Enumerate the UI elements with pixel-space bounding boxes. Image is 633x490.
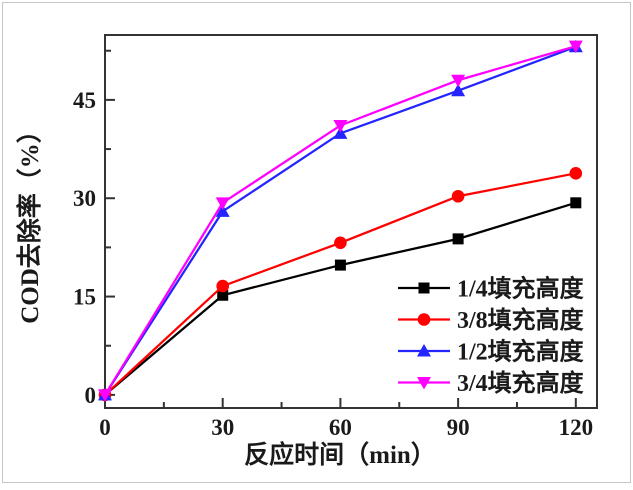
series-3 [98,40,583,402]
x-tick-label: 30 [211,415,234,440]
y-tick-label: 45 [73,88,96,113]
triangle-down-marker [417,377,431,390]
legend-label: 3/8填充高度 [457,306,585,334]
square-marker [334,259,346,271]
square-marker [418,282,430,294]
x-tick-label: 0 [99,415,111,440]
circle-marker [569,167,583,180]
triangle-down-marker [215,197,230,210]
legend-item: 3/8填充高度 [398,306,585,334]
triangle-down-marker [451,74,466,88]
legend-label: 1/2填充高度 [457,338,585,366]
square-marker [217,289,229,301]
y-axis: 0 15 30 45 [73,49,115,408]
legend: 1/4填充高度 3/8填充高度 1/2填充高度 3/4填充高度 [398,275,585,397]
legend-label: 1/4填充高度 [457,275,585,303]
triangle-up-marker [417,344,431,357]
plot-frame [104,34,598,409]
square-marker [452,233,464,245]
x-tick-label: 90 [447,415,470,440]
x-axis: 0 30 60 90 120 [99,398,593,440]
circle-marker [451,189,465,203]
triangle-up-marker [451,83,466,97]
triangle-down-marker [333,119,348,133]
circle-marker [334,236,347,250]
circle-marker [216,279,230,293]
x-tick-label: 60 [329,415,352,440]
x-axis-title: 反应时间（min） [244,440,436,469]
triangle-down-marker [568,40,583,54]
y-tick-label: 30 [73,186,96,211]
circle-marker [417,313,431,326]
legend-label: 3/4填充高度 [457,369,585,397]
legend-item: 1/2填充高度 [398,338,585,366]
triangle-up-marker [333,126,348,139]
y-axis-title: COD去除率（%） [15,118,44,324]
legend-item: 1/4填充高度 [398,275,585,303]
legend-item: 3/4填充高度 [398,369,585,397]
triangle-up-marker [215,204,230,217]
triangle-down-marker [98,389,112,402]
square-marker [570,197,582,209]
y-tick-label: 0 [85,383,97,408]
x-tick-label: 120 [559,415,594,440]
y-tick-label: 15 [73,285,96,310]
